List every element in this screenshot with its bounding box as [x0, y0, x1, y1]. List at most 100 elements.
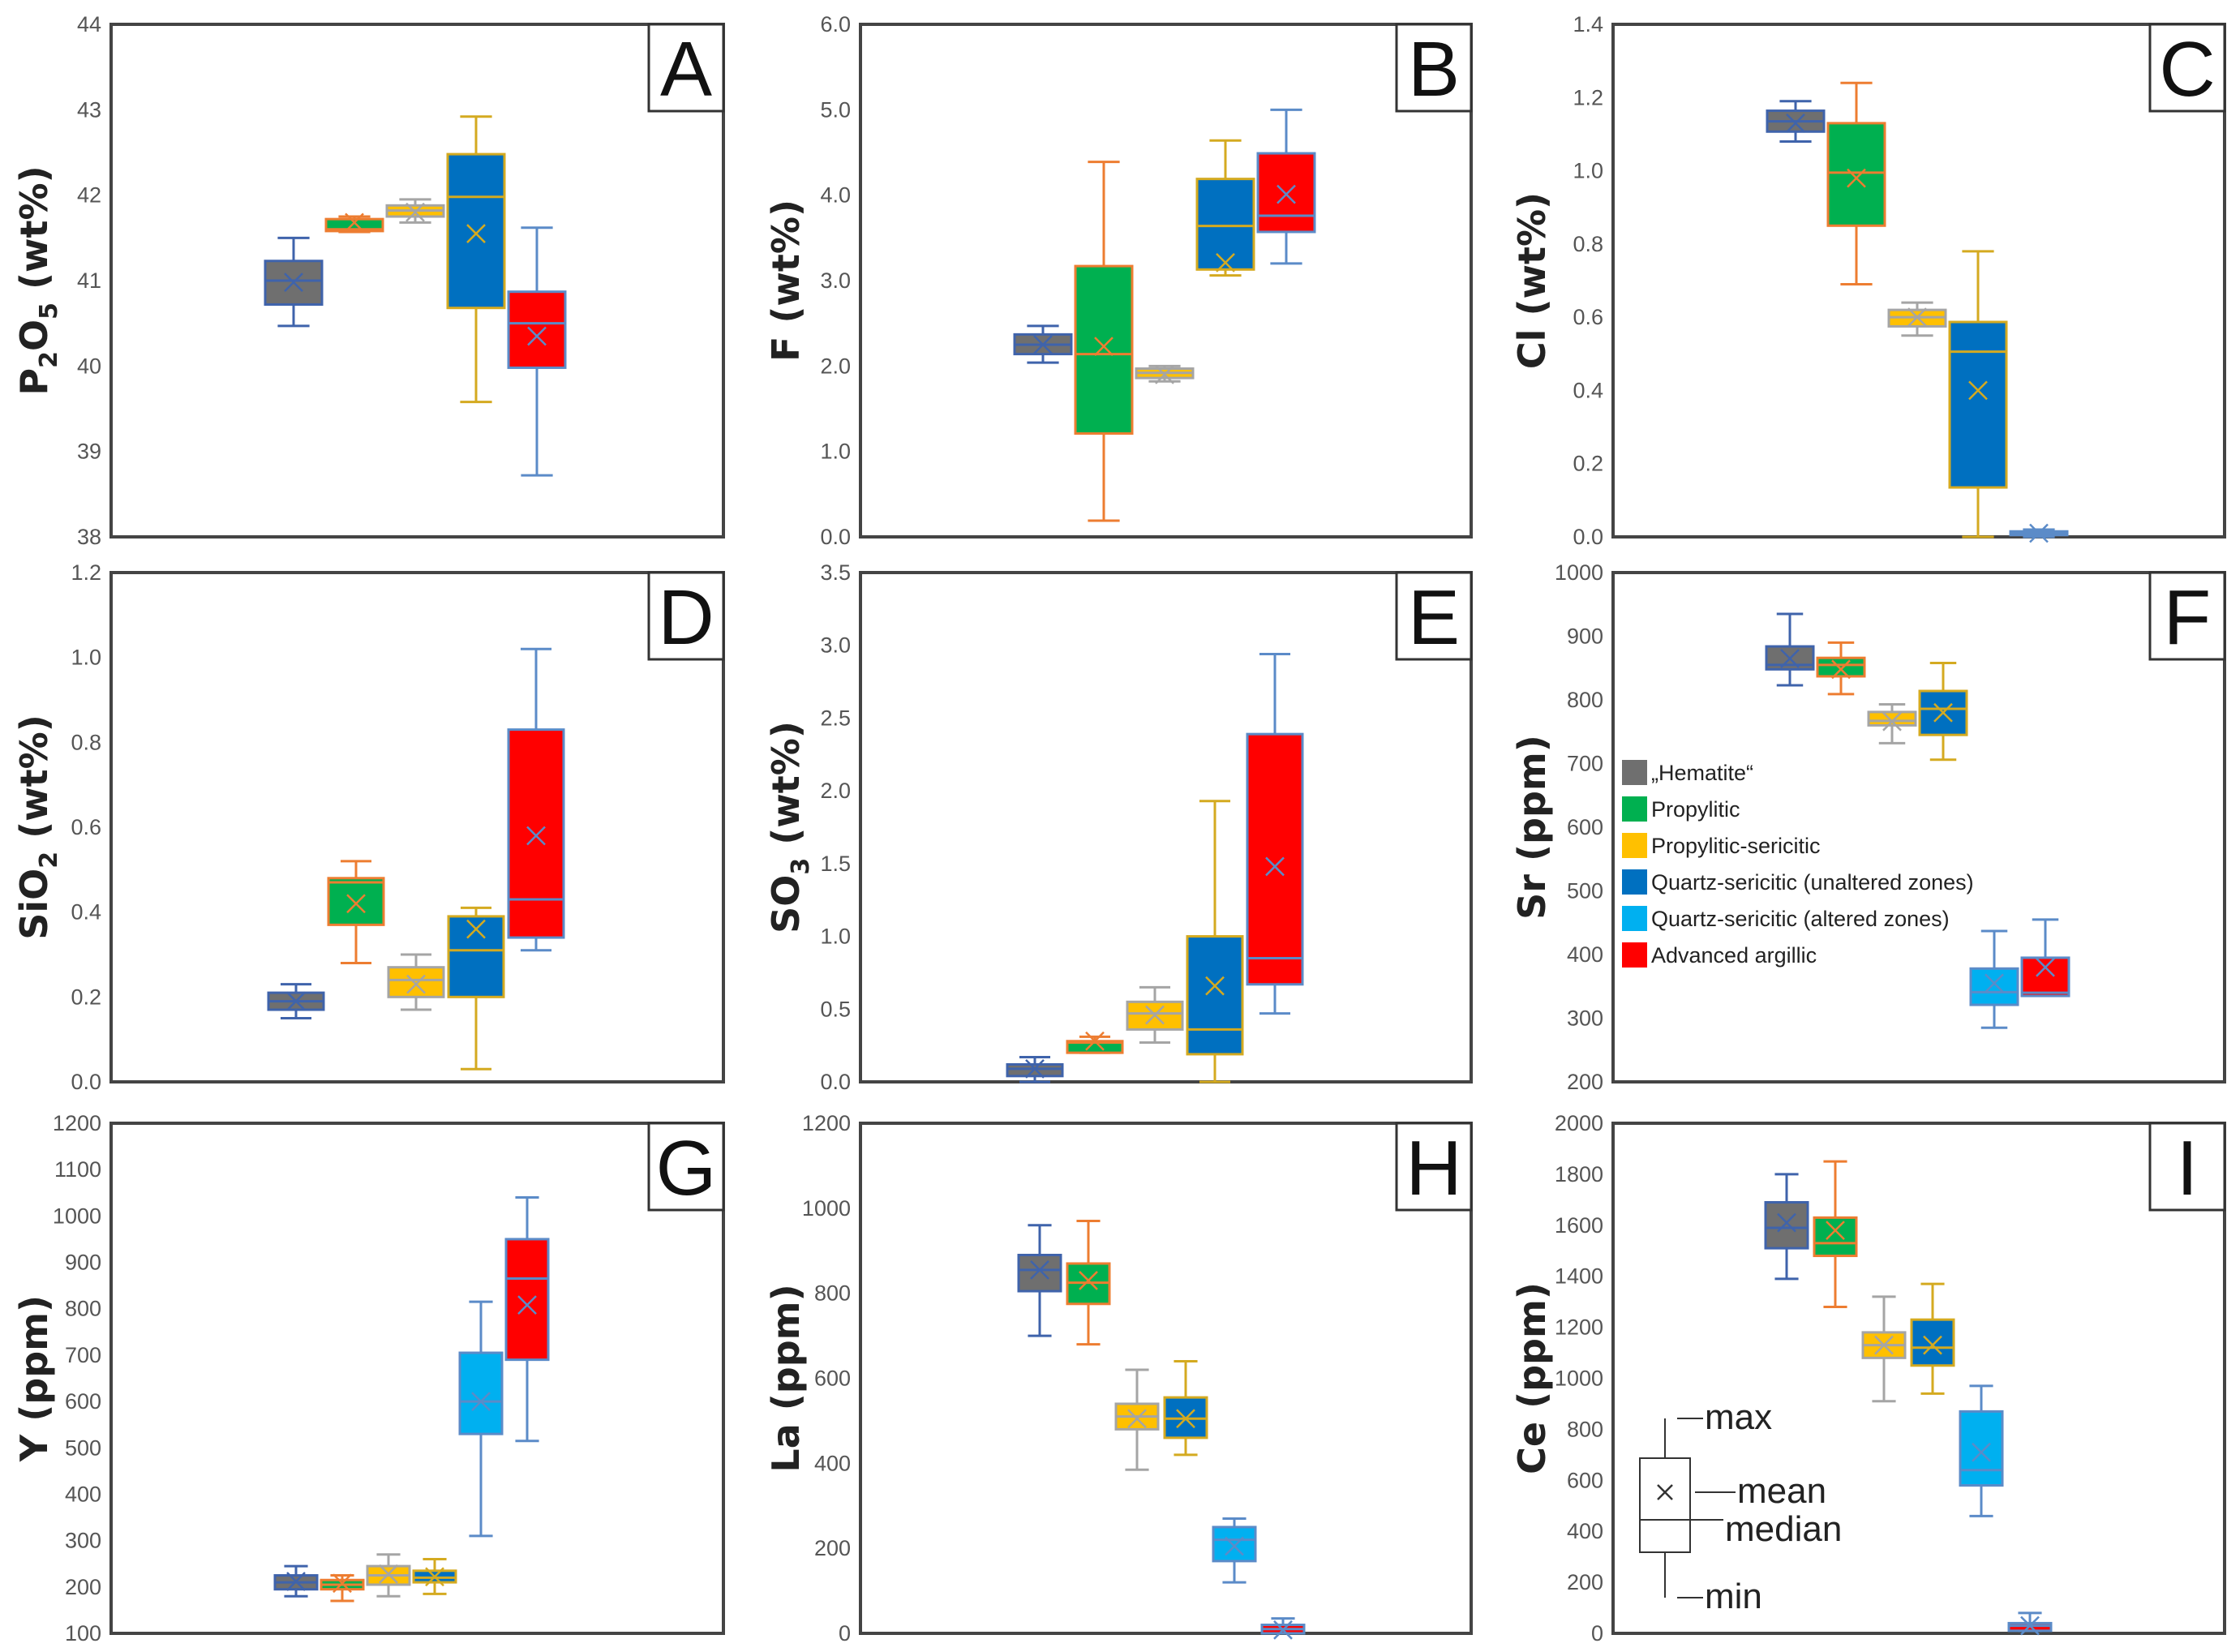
y-tick-label: 1200	[53, 1111, 101, 1135]
mean-marker	[1025, 1058, 1045, 1079]
box-qs_unaltered	[412, 1558, 457, 1595]
mean-marker	[1786, 114, 1805, 133]
y-tick-label: 900	[1567, 624, 1603, 649]
y-tick-label: 40	[77, 354, 101, 378]
y-tick-label: 0.5	[820, 997, 851, 1021]
mean-marker	[346, 894, 366, 914]
y-tick-label: 200	[1567, 1070, 1603, 1094]
box-propylitic_sericitic	[1135, 364, 1195, 384]
box-hematite	[267, 983, 325, 1019]
box-qs_unaltered	[447, 906, 505, 1071]
box-propylitic_sericitic	[385, 198, 445, 224]
box-advanced_argillic	[1246, 652, 1304, 1015]
iqr-box	[1910, 1318, 1955, 1367]
box-propylitic	[1816, 641, 1866, 696]
y-axis-title-part: SO	[764, 875, 808, 933]
iqr-box	[1764, 1200, 1809, 1250]
mean-marker	[2020, 1616, 2040, 1636]
box-qs_unaltered	[1195, 139, 1255, 277]
panel-letter: E	[1408, 574, 1460, 661]
y-tick-label: 43	[77, 97, 101, 122]
box-hematite	[264, 236, 324, 328]
box-advanced_argillic	[1260, 1617, 1306, 1640]
mean-marker	[1265, 856, 1285, 877]
box-propylitic	[1826, 81, 1886, 286]
y-tick-label: 200	[814, 1536, 851, 1560]
box-propylitic_sericitic	[387, 953, 445, 1011]
y-tick-label: 400	[814, 1451, 851, 1475]
iqr-box	[1826, 122, 1886, 227]
box-advanced_argillic	[2009, 523, 2069, 543]
y-axis-title-part: Cl (wt%)	[1510, 192, 1554, 369]
y-axis-title-part: 5	[35, 303, 63, 320]
iqr-box	[1186, 935, 1244, 1056]
mean-marker	[406, 974, 426, 994]
iqr-box	[1969, 967, 2019, 1006]
y-tick-label: 1.0	[820, 440, 851, 464]
iqr-box	[504, 1238, 550, 1362]
panel-letter: F	[2164, 574, 2212, 661]
box-qs_altered	[458, 1300, 504, 1538]
y-axis-title: La (ppm)	[764, 1284, 808, 1472]
y-axis-title-part: Sr (ppm)	[1510, 735, 1554, 920]
box-qs_unaltered	[446, 115, 506, 404]
y-tick-label: 800	[1567, 1417, 1603, 1441]
y-tick-label: 400	[1567, 1519, 1603, 1543]
panel-b: 0.0 1.0 2.0 3.0 4.0 5.0 6.0 F (wt%) B	[764, 12, 1473, 549]
y-tick-label: 42	[77, 183, 101, 208]
panel-g: 100 200 300 400 500 600 700 800 900 1000 1100 1200 Y…	[12, 1111, 725, 1646]
box-advanced_argillic	[2007, 1611, 2053, 1636]
panel-letter: B	[1408, 26, 1460, 113]
panel-letter-box	[2148, 1122, 2226, 1212]
y-axis-title-part: 2	[35, 351, 63, 368]
y-axis-title-part: Y (ppm)	[12, 1295, 56, 1462]
y-tick-label: 900	[65, 1251, 101, 1275]
mean-marker	[466, 919, 486, 939]
plot-frame	[859, 1122, 1473, 1635]
box-qs_altered	[1969, 929, 2019, 1029]
mean-marker	[1085, 1031, 1105, 1051]
mean-marker	[1972, 1442, 1991, 1462]
mean-marker	[1826, 1221, 1845, 1240]
iqr-box	[1006, 1062, 1064, 1078]
y-axis-title-part: SiO	[12, 869, 56, 940]
mean-marker	[1094, 337, 1114, 356]
iqr-box	[1959, 1410, 2004, 1487]
box-propylitic	[1074, 161, 1134, 522]
box-propylitic	[327, 860, 385, 964]
iqr-box	[1813, 1216, 1858, 1258]
iqr-box	[1816, 656, 1866, 678]
box-advanced_argillic	[2020, 918, 2070, 998]
y-axis-title-part: (wt%)	[12, 165, 56, 303]
mean-marker	[1273, 1620, 1293, 1640]
iqr-box	[1074, 264, 1134, 436]
box-propylitic	[320, 1573, 365, 1603]
y-tick-label: 0.4	[71, 900, 101, 925]
panel-f: 200 300 400 500 600 700 800 900 1000 Sr (ppm) F	[1510, 560, 2226, 1094]
y-tick-label: 0.6	[71, 815, 101, 839]
mean-marker	[1030, 1259, 1049, 1280]
y-tick-label: 500	[65, 1435, 101, 1460]
iqr-box	[1212, 1525, 1257, 1563]
y-tick-label: 0.0	[820, 1070, 851, 1094]
key-label-median: median	[1725, 1509, 1842, 1549]
y-axis-title: F (wt%)	[764, 200, 808, 362]
mean-marker	[1127, 1409, 1147, 1429]
panel-letter-box	[647, 23, 725, 113]
panel-letter-box	[647, 1122, 725, 1212]
box-hematite	[1764, 1173, 1809, 1281]
mean-marker	[1205, 976, 1225, 996]
mean-marker	[466, 224, 486, 243]
mean-marker	[379, 1564, 398, 1584]
panel-letter-box	[1395, 23, 1473, 113]
panel-letter: G	[656, 1125, 717, 1212]
y-axis-title-part: P	[12, 368, 56, 396]
box-propylitic_sericitic	[1887, 301, 1947, 337]
y-tick-label: 0.8	[1573, 232, 1603, 256]
y-tick-label: 600	[814, 1367, 851, 1391]
panel-letter: A	[660, 26, 712, 113]
panel-letter-box	[647, 571, 725, 661]
mean-marker	[1847, 168, 1866, 188]
y-tick-label: 200	[65, 1575, 101, 1599]
iqr-box	[446, 152, 506, 310]
